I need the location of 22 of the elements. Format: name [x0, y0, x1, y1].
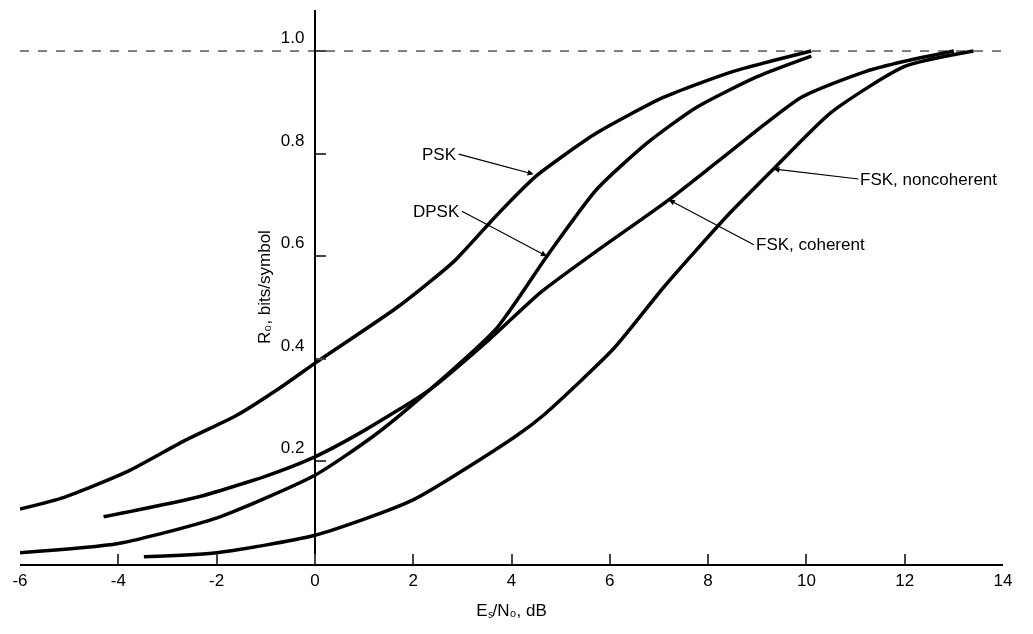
- x-tick-label: 2: [408, 571, 418, 591]
- y-tick-label: 0.2: [280, 438, 305, 458]
- annotation: FSK, noncoherent: [860, 170, 998, 189]
- y-tick-label: 0.8: [280, 130, 305, 150]
- x-tick-label: -6: [12, 571, 28, 591]
- x-tick-label: 6: [605, 571, 615, 591]
- y-tick-label: 1.0: [280, 27, 305, 47]
- annotation: PSK: [422, 145, 457, 164]
- x-tick-label: -4: [110, 571, 126, 591]
- x-tick-label: 12: [895, 571, 915, 591]
- x-tick-label: 4: [506, 571, 517, 591]
- x-tick-label: 10: [796, 571, 816, 591]
- x-axis-title: Eₛ/N₀, dB: [476, 601, 547, 621]
- annotation: DPSK: [413, 202, 460, 221]
- y-tick-label: 0.6: [280, 233, 305, 253]
- x-tick-label: 0: [310, 571, 320, 591]
- x-tick-label: 14: [993, 571, 1013, 591]
- y-axis-title: R₀, bits/symbol: [254, 230, 274, 344]
- annotation: FSK, coherent: [756, 235, 865, 254]
- x-tick-label: -2: [209, 571, 225, 591]
- x-tick-label: 8: [703, 571, 713, 591]
- y-tick-label: 0.4: [280, 335, 305, 355]
